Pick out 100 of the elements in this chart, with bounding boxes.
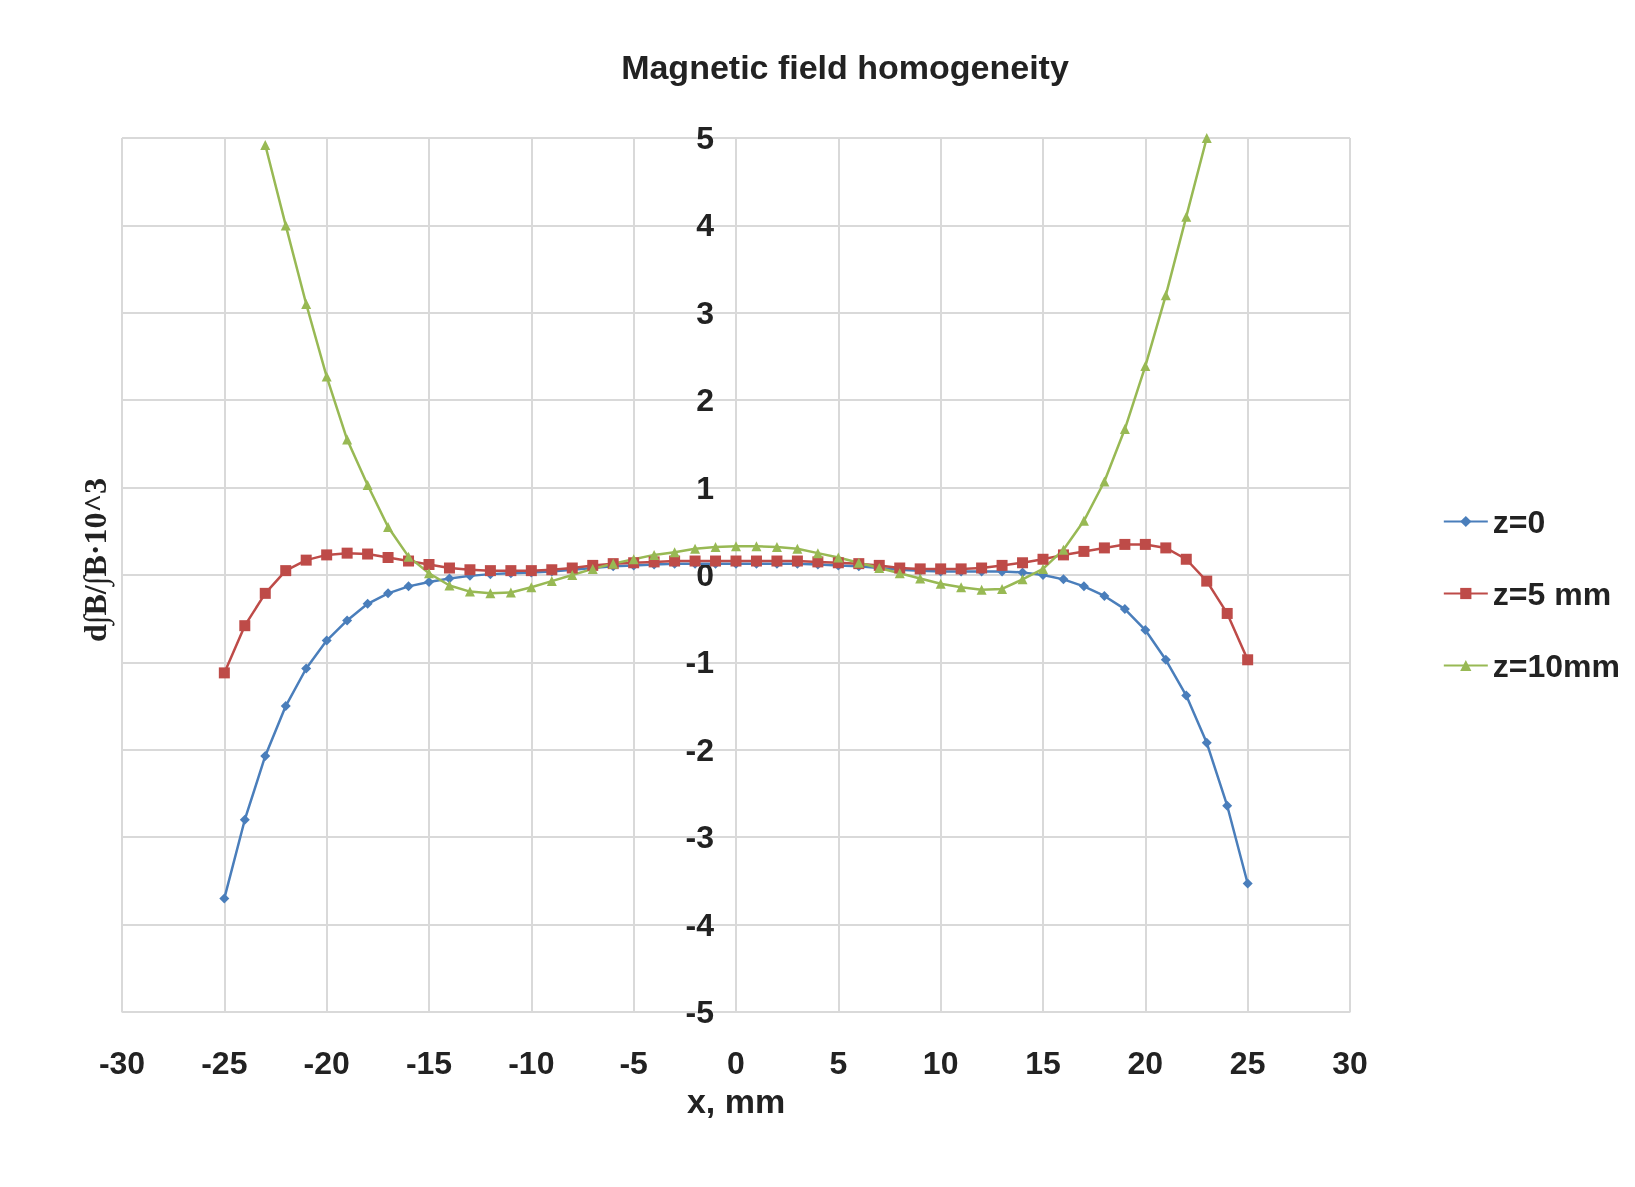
point (280, 565, 292, 577)
point (1160, 654, 1171, 665)
point (301, 663, 312, 674)
x-tick-label: -30 (98, 1045, 146, 1081)
point (301, 299, 312, 310)
point (1017, 574, 1028, 585)
point (915, 573, 926, 584)
point (219, 893, 230, 904)
y-tick-label: -4 (685, 906, 715, 943)
point (383, 521, 394, 532)
point (996, 559, 1008, 571)
point (423, 559, 435, 571)
x-axis-title: x, mm (686, 1081, 786, 1120)
point (1140, 625, 1151, 636)
point (997, 583, 1008, 594)
point (751, 541, 762, 552)
x-tick-label: 20 (1127, 1045, 1164, 1081)
point (342, 615, 353, 626)
point (812, 548, 823, 559)
point (362, 598, 373, 609)
point (1058, 544, 1069, 555)
point (976, 584, 987, 595)
point (321, 371, 332, 382)
point (403, 551, 414, 562)
point (239, 814, 250, 825)
point (1160, 290, 1171, 301)
point (1242, 878, 1253, 889)
point (342, 434, 353, 445)
point (1038, 563, 1048, 574)
point (1181, 211, 1192, 222)
chart-title: Magnetic field homogeneity (621, 48, 1069, 86)
point (1078, 545, 1090, 557)
point (1099, 590, 1110, 601)
point (1222, 800, 1233, 811)
legend-label: z=5 mm (1492, 575, 1612, 612)
point (321, 549, 333, 561)
point (690, 543, 701, 554)
point (1078, 515, 1089, 526)
point (1037, 553, 1049, 565)
point (403, 581, 414, 592)
point (1119, 538, 1131, 550)
point (833, 552, 844, 563)
point (259, 587, 271, 599)
point (1058, 574, 1069, 585)
point (792, 543, 803, 554)
point (218, 667, 230, 679)
point (239, 620, 251, 632)
point (444, 580, 455, 591)
point (443, 562, 455, 574)
point (1221, 607, 1233, 619)
point (771, 542, 782, 553)
point (1119, 604, 1130, 615)
point (464, 586, 475, 597)
point (731, 541, 741, 552)
x-tick-label: -15 (405, 1045, 453, 1081)
point (424, 568, 434, 579)
point (341, 547, 353, 559)
legend-label: z=0 (1492, 503, 1546, 540)
point (649, 549, 660, 560)
point (1201, 575, 1213, 587)
point (464, 564, 476, 576)
point (383, 588, 394, 599)
point (1180, 553, 1192, 565)
point (382, 552, 394, 564)
point (976, 562, 988, 574)
point (628, 554, 639, 565)
point (935, 578, 946, 589)
y-tick-label: 5 (696, 120, 714, 156)
point (1119, 424, 1130, 435)
point (710, 542, 721, 553)
y-tick-label: 4 (696, 207, 715, 244)
point (280, 220, 291, 231)
x-tick-label: 25 (1229, 1045, 1266, 1081)
y-tick-label: 1 (696, 469, 714, 506)
x-tick-label: 10 (922, 1045, 959, 1081)
point (300, 554, 312, 566)
x-tick-label: -20 (303, 1045, 350, 1081)
point (1099, 476, 1110, 487)
point (444, 573, 455, 584)
point (1017, 557, 1029, 569)
y-tick-label: 3 (696, 294, 714, 331)
y-tick-label: -1 (685, 644, 714, 681)
x-tick-label: -25 (201, 1045, 248, 1081)
point (260, 139, 271, 150)
x-tick-label: 15 (1025, 1045, 1061, 1081)
x-tick-label: 30 (1332, 1045, 1368, 1081)
legend-label: z=10mm (1492, 647, 1620, 684)
point (894, 568, 905, 579)
x-tick-label: 0 (727, 1045, 745, 1081)
point (280, 701, 291, 712)
point (567, 570, 578, 580)
point (1098, 542, 1110, 554)
point (1160, 542, 1172, 554)
x-tick-label: -10 (508, 1045, 555, 1081)
point (260, 750, 271, 761)
y-tick-label: 0 (696, 557, 714, 593)
point (362, 548, 374, 560)
point (1201, 737, 1212, 748)
point (485, 588, 496, 599)
point (362, 479, 373, 490)
